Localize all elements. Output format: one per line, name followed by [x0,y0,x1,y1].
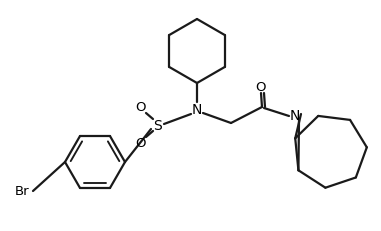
Text: Br: Br [15,185,29,198]
Text: O: O [256,81,266,94]
Text: O: O [135,137,145,150]
Text: N: N [192,103,202,116]
Text: N: N [290,109,300,122]
Text: S: S [154,119,162,132]
Text: O: O [135,101,145,114]
